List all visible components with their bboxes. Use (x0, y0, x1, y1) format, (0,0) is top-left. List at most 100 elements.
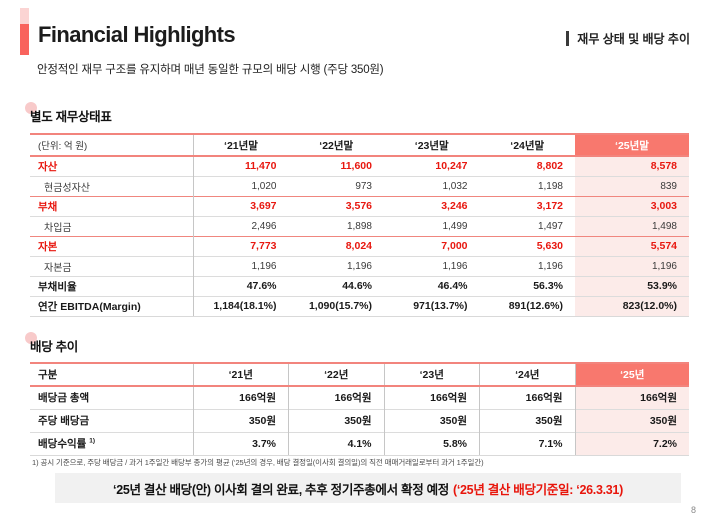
cell-value: 47.6% (193, 275, 289, 296)
cell-value: 5.8% (384, 431, 480, 456)
cell-value-highlight: 3,003 (575, 195, 689, 216)
table-header-row: (단위: 억 원) ‘21년말 ‘22년말 ‘23년말 ‘24년말 ‘25년말 (30, 134, 689, 157)
cell-value: 7.1% (479, 431, 576, 456)
table-row-cash-assets: 현금성자산 1,020 973 1,032 1,198 839 (30, 175, 689, 196)
divider-bar-icon (566, 31, 570, 46)
cell-value: 166억원 (288, 385, 385, 409)
cell-value: 11,470 (244, 160, 277, 173)
table-row-dividend-yield: 배당수익률 1) 3.7% 4.1% 5.8% 7.1% 7.2% (30, 431, 689, 456)
cell-value-highlight: 8,578 (575, 156, 689, 176)
footnote-reference: 1) (89, 437, 96, 445)
column-header-highlight: ‘25년말 (575, 134, 689, 157)
cell-value: 166억원 (193, 385, 289, 409)
cell-value: 4.1% (288, 431, 385, 456)
row-label: 자본 (30, 235, 194, 256)
cell-value: 166억원 (384, 385, 480, 409)
cell-value: 3,246 (384, 195, 480, 216)
cell-value: 5,630 (479, 235, 575, 256)
cell-value: 1,898 (288, 215, 384, 236)
cell-value: 1,184(18.1%) (193, 295, 289, 317)
cell-value: 1,497 (479, 215, 575, 236)
cell-value: 3.7% (193, 431, 289, 456)
cell-value: 3,576 (288, 195, 384, 216)
row-label: 배당수익률 1) (30, 431, 194, 456)
banner-text-red: (‘25년 결산 배당기준일: ‘26.3.31) (452, 482, 623, 497)
row-label: 자산 (30, 156, 194, 176)
cell-value: 891(12.6%) (479, 295, 575, 317)
cell-value: 971(13.7%) (384, 295, 480, 317)
table-row-total-dividend: 배당금 총액 166억원 166억원 166억원 166억원 166억원 (30, 385, 689, 409)
cell-value-highlight: 839 (575, 175, 689, 196)
cell-value: 7,000 (384, 235, 480, 256)
page-number: 8 (690, 505, 696, 515)
row-label: 부채 (30, 195, 194, 216)
column-header: ‘22년말 (288, 134, 384, 157)
subtitle: 안정적인 재무 구조를 유지하며 매년 동일한 규모의 배당 시행 (주당 35… (37, 64, 384, 76)
table-row-dividend-per-share: 주당 배당금 350원 350원 350원 350원 350원 (30, 408, 689, 432)
cell-value: 1,198 (479, 175, 575, 196)
table-row-assets: 자산 11,470 11,600 10,247 8,802 8,578 (30, 156, 689, 176)
cell-value-highlight: 1,498 (575, 215, 689, 236)
column-header: ‘21년말 (193, 134, 289, 157)
section-bullet-icon (25, 102, 37, 114)
column-header: ‘23년 (384, 363, 480, 387)
header-right-label: 재무 상태 및 배당 추이 (566, 30, 690, 47)
cell-value: 1,032 (384, 175, 480, 196)
footnote: 1) 공시 기준으로, 주당 배당금 / 과거 1주일간 배당부 종가의 평균 … (32, 458, 484, 467)
cell-value-highlight: 1,196 (575, 255, 689, 276)
column-header-category: 구분 (30, 363, 194, 387)
dividend-table: 구분 ‘21년 ‘22년 ‘23년 ‘24년 ‘25년 배당금 총액 166억원… (30, 362, 689, 456)
table-row-equity: 자본 7,773 8,024 7,000 5,630 5,574 (30, 235, 689, 256)
cell-value: 46.4% (384, 275, 480, 296)
cell-value: 1,499 (384, 215, 480, 236)
table-row-capital-stock: 자본금 1,196 1,196 1,196 1,196 1,196 (30, 255, 689, 276)
row-label: 배당금 총액 (30, 385, 194, 409)
cell-value: 1,090(15.7%) (288, 295, 384, 317)
cell-value: 350원 (193, 408, 289, 432)
column-header: ‘24년말 (479, 134, 575, 157)
balance-sheet-table: (단위: 억 원) ‘21년말 ‘22년말 ‘23년말 ‘24년말 ‘25년말 … (30, 133, 689, 317)
cell-value-highlight: 823(12.0%) (575, 295, 689, 317)
banner-text: ‘25년 결산 배당(안) 이사회 결의 완료, 추후 정기주총에서 확정 예정 (113, 482, 449, 497)
cell-value-highlight: 53.9% (575, 275, 689, 296)
row-label: 연간 EBITDA(Margin) (30, 295, 194, 317)
row-label: 자본금 (30, 255, 194, 276)
cell-value-highlight: 5,574 (575, 235, 689, 256)
unit-label: (단위: 억 원) (30, 134, 194, 157)
section-title-balance-sheet: 별도 재무상태표 (25, 102, 112, 124)
table-row-borrowings: 차입금 2,496 1,898 1,499 1,497 1,498 (30, 215, 689, 236)
column-header: ‘23년말 (384, 134, 480, 157)
cell-value: 1,196 (384, 255, 480, 276)
table-row-ebitda: 연간 EBITDA(Margin) 1,184(18.1%) 1,090(15.… (30, 295, 689, 317)
column-header: ‘22년 (288, 363, 385, 387)
cell-value-highlight: 7.2% (575, 431, 689, 456)
cell-value: 2,496 (193, 215, 289, 236)
cell-value-highlight: 166억원 (575, 385, 689, 409)
cell-value: 3,697 (193, 195, 289, 216)
cell-value: 350원 (288, 408, 385, 432)
cell-value: 1,196 (193, 255, 289, 276)
cell-value: 44.6% (288, 275, 384, 296)
cell-value: 350원 (384, 408, 480, 432)
cell-value: 1,020 (193, 175, 289, 196)
cell-value: 56.3% (479, 275, 575, 296)
page-title: Financial Highlights (38, 22, 236, 47)
accent-bar-red (20, 24, 29, 55)
row-label: 부채비율 (30, 275, 194, 296)
row-label: 현금성자산 (30, 175, 194, 196)
cell-value: 166억원 (479, 385, 576, 409)
cell-value-highlight: 350원 (575, 408, 689, 432)
column-header: ‘24년 (479, 363, 576, 387)
cell-value: 8,024 (288, 235, 384, 256)
section-bullet-icon (25, 332, 37, 344)
cell-value: 8,802 (536, 160, 563, 173)
cell-value: 1,196 (288, 255, 384, 276)
section-title-dividend: 배당 추이 (25, 332, 78, 354)
table-row-liabilities: 부채 3,697 3,576 3,246 3,172 3,003 (30, 195, 689, 216)
accent-bar-pink (20, 8, 29, 24)
title-accent-bar (20, 8, 29, 55)
table-row-debt-ratio: 부채비율 47.6% 44.6% 46.4% 56.3% 53.9% (30, 275, 689, 296)
cell-value: 10,247 (435, 160, 468, 173)
cell-value: 11,600 (340, 160, 372, 173)
